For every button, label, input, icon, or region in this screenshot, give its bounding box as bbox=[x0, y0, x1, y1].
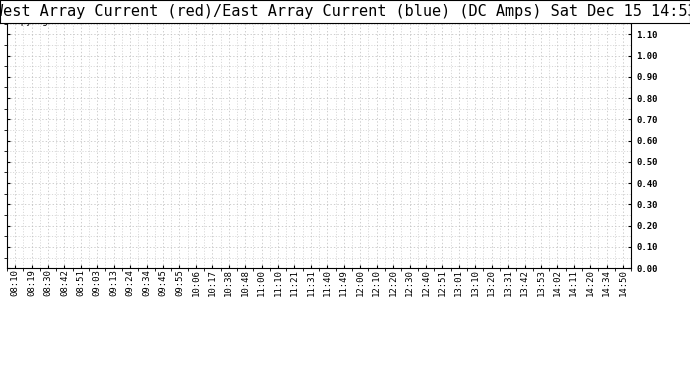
Text: Copyright 2007 Cartronics.com: Copyright 2007 Cartronics.com bbox=[10, 17, 166, 26]
Text: West Array Current (red)/East Array Current (blue) (DC Amps) Sat Dec 15 14:53: West Array Current (red)/East Array Curr… bbox=[0, 4, 690, 19]
